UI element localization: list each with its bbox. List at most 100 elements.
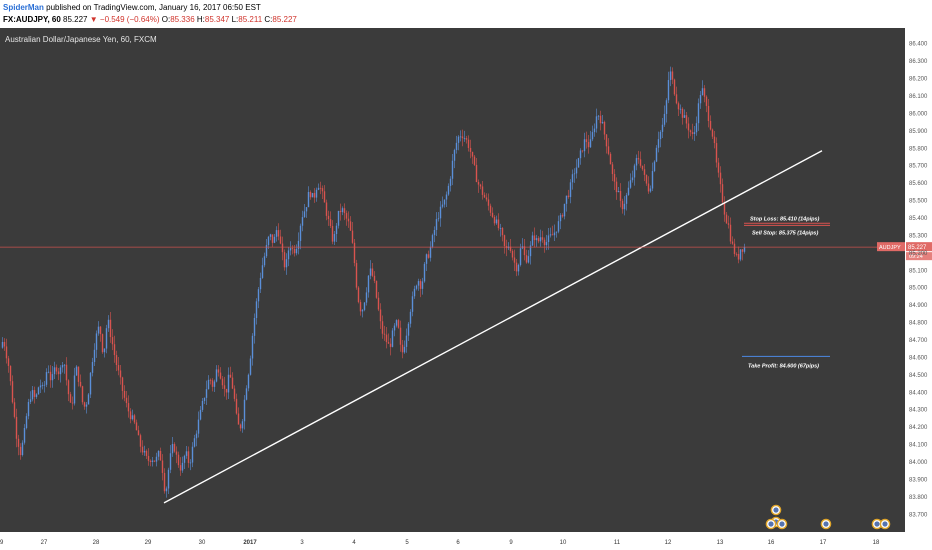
candle — [711, 128, 714, 140]
candle-body — [537, 238, 540, 242]
time-axis-panel[interactable] — [0, 532, 932, 550]
candle-body — [647, 183, 650, 192]
candle — [107, 315, 110, 332]
event-flag-icon[interactable] — [776, 518, 788, 530]
candle-body — [239, 424, 242, 429]
candle — [387, 333, 390, 344]
candle — [179, 457, 182, 476]
candle — [437, 211, 440, 222]
candle — [103, 348, 106, 358]
candle-body — [669, 71, 672, 81]
candle — [71, 396, 74, 410]
candle — [343, 203, 346, 221]
candle — [601, 114, 604, 124]
candle — [311, 192, 314, 198]
candle — [187, 446, 190, 468]
candle — [377, 292, 380, 312]
candle — [243, 395, 246, 430]
candle — [147, 448, 150, 466]
candle — [495, 215, 498, 225]
event-markers[interactable] — [765, 504, 891, 530]
candle — [191, 442, 194, 468]
price-tick-label: 85.000 — [909, 286, 928, 292]
candle-body — [341, 208, 344, 213]
candle — [449, 176, 452, 192]
candle-body — [583, 139, 586, 152]
candle — [621, 198, 624, 214]
candle — [283, 249, 286, 271]
candle-body — [581, 150, 584, 152]
event-flag-icon[interactable] — [820, 518, 832, 530]
candle-body — [615, 181, 618, 193]
candle-body — [639, 159, 642, 166]
candle — [49, 365, 52, 388]
candle-body — [565, 195, 568, 204]
candle — [321, 185, 324, 199]
candle — [269, 233, 272, 241]
candle — [161, 454, 164, 481]
candle — [163, 468, 166, 494]
time-tick-label: 12 — [665, 540, 672, 546]
candle — [557, 215, 560, 234]
candle-body — [533, 235, 536, 241]
event-flag-icon[interactable] — [879, 518, 891, 530]
candle — [199, 406, 202, 421]
candle-body — [133, 415, 136, 423]
candle-body — [459, 136, 462, 138]
candle — [141, 440, 144, 456]
time-tick-label: 6 — [456, 540, 460, 546]
candle — [395, 319, 398, 328]
candle — [359, 299, 362, 316]
author-name[interactable]: SpiderMan — [3, 3, 44, 12]
candle-body — [329, 219, 332, 226]
candle — [259, 272, 262, 293]
candle — [653, 160, 656, 173]
candle-body — [207, 379, 210, 390]
candle-body — [19, 446, 22, 455]
price-chart[interactable]: Australian Dollar/Japanese Yen, 60, FXCM… — [0, 28, 932, 550]
candle-body — [737, 254, 740, 260]
candle-body — [147, 455, 150, 461]
candle — [575, 159, 578, 179]
candle — [597, 115, 600, 121]
candle — [79, 374, 82, 388]
price-tick-label: 85.100 — [909, 268, 928, 274]
candle-body — [439, 206, 442, 219]
candle-body — [361, 309, 364, 312]
candle — [15, 408, 18, 448]
candle-body — [529, 245, 532, 257]
trendline[interactable] — [163, 150, 823, 504]
candle — [115, 350, 118, 372]
candle — [605, 133, 608, 154]
candle-body — [295, 248, 298, 254]
candle — [361, 308, 364, 318]
candle-body — [123, 390, 126, 398]
candle-body — [217, 369, 220, 373]
price-tick-label: 86.300 — [909, 59, 928, 65]
event-flag-icon[interactable] — [765, 518, 777, 530]
candle — [157, 450, 160, 461]
event-flag-icon[interactable] — [770, 504, 782, 516]
price-tick-label: 84.300 — [909, 408, 928, 414]
candle — [181, 456, 184, 473]
candle-body — [319, 187, 322, 189]
candle — [57, 368, 60, 381]
candle — [73, 367, 76, 406]
candle — [525, 249, 528, 264]
price-axis-panel[interactable] — [905, 28, 932, 550]
candle-body — [487, 199, 490, 206]
candle-body — [609, 153, 612, 165]
candle — [125, 390, 128, 408]
candle — [743, 243, 746, 254]
published-text: published on TradingView.com, January 16… — [43, 3, 261, 12]
candle-body — [649, 188, 652, 192]
candle — [369, 260, 372, 280]
candle-body — [125, 397, 128, 404]
candle — [167, 467, 170, 494]
candle-body — [309, 192, 312, 198]
chart-background — [0, 28, 932, 550]
candle — [39, 379, 42, 393]
candle — [487, 193, 490, 211]
candle — [317, 183, 320, 191]
candle-body — [353, 242, 356, 264]
